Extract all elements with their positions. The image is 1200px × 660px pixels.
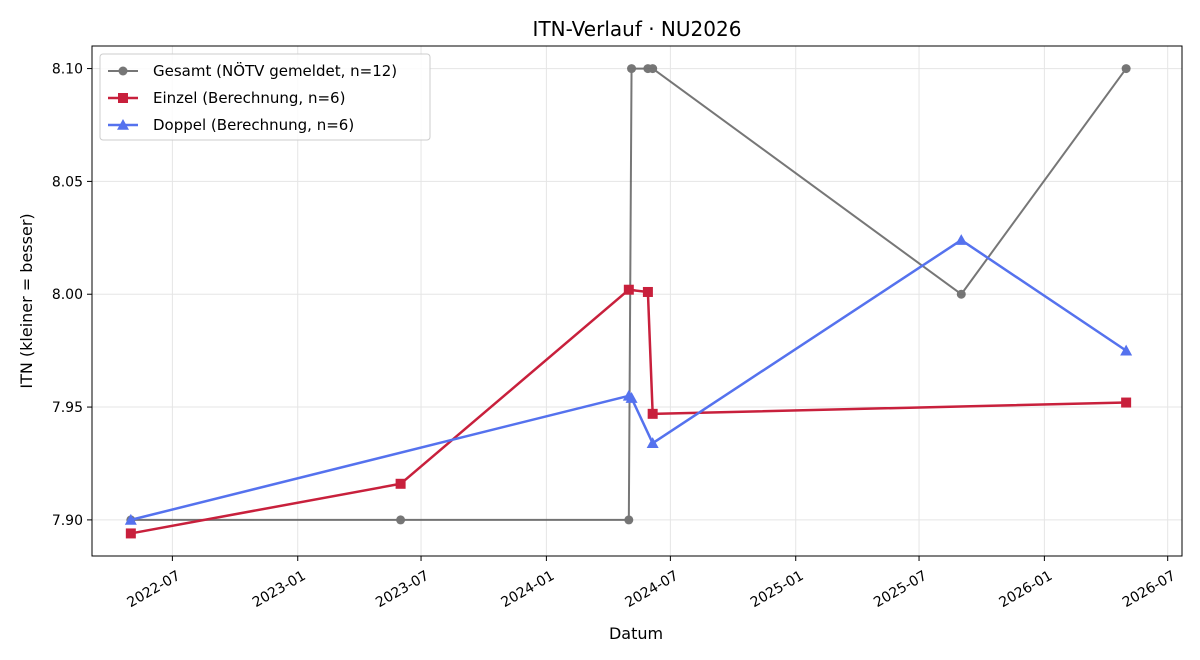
data-point [956,289,966,299]
data-point [1120,344,1133,356]
legend: Gesamt (NÖTV gemeldet, n=12) Einzel (Bere… [99,53,431,141]
y-tick-label: 8.00 [52,287,83,303]
y-tick-label: 8.05 [52,174,83,190]
x-tick-label: 2023-01 [250,568,309,611]
x-tick-label: 2023-07 [373,568,432,611]
y-axis: 7.90 7.95 8.00 8.05 8.10 [52,62,92,529]
y-tick-label: 7.95 [52,400,83,416]
y-tick-label: 7.90 [52,513,83,529]
data-point [625,392,638,403]
legend-item [108,119,138,130]
data-point [646,437,659,448]
series-line [130,238,1127,522]
data-point [624,515,634,525]
chart-title: ITN-Verlauf · NU2026 [533,17,742,41]
data-point [396,515,406,525]
data-point [1121,64,1131,74]
series-layer [124,64,1133,539]
x-tick-label: 2025-01 [748,568,807,611]
y-tick-label: 8.10 [52,62,83,78]
legend-label: Doppel (Berechnung, n=6) [153,116,354,134]
legend-item [108,66,138,76]
series-line [130,288,1127,535]
data-point [642,286,653,297]
data-point [125,528,136,539]
data-point [1121,397,1132,408]
series-1 [125,284,1132,539]
y-axis-label: ITN (kleiner = besser) [17,213,36,388]
legend-box [99,53,431,141]
x-tick-label: 2024-07 [623,568,682,611]
series-2 [124,234,1133,525]
legend-label: Einzel (Berechnung, n=6) [153,89,345,107]
data-point [395,478,406,489]
x-tick-label: 2026-01 [997,568,1056,611]
legend-marker [117,119,129,130]
data-point [627,64,637,74]
x-tick-label: 2024-01 [499,568,558,611]
legend-label: Gesamt (NÖTV gemeldet, n=12) [153,61,397,80]
x-tick-label: 2026-07 [1120,568,1179,611]
legend-marker [118,93,128,103]
data-point [647,408,658,419]
x-axis: 2022-07 2023-01 2023-07 2024-01 2024-07 2025-… [125,556,1179,611]
plot-frame [91,45,1183,557]
data-point [623,284,634,295]
legend-item [108,93,138,103]
legend-marker [118,66,128,76]
x-axis-label: Datum [609,624,663,643]
x-tick-label: 2025-07 [871,568,930,611]
series-line [130,67,1127,521]
x-tick-label: 2022-07 [125,568,184,611]
data-point [124,513,137,525]
data-point [648,64,658,74]
data-point [955,234,968,245]
